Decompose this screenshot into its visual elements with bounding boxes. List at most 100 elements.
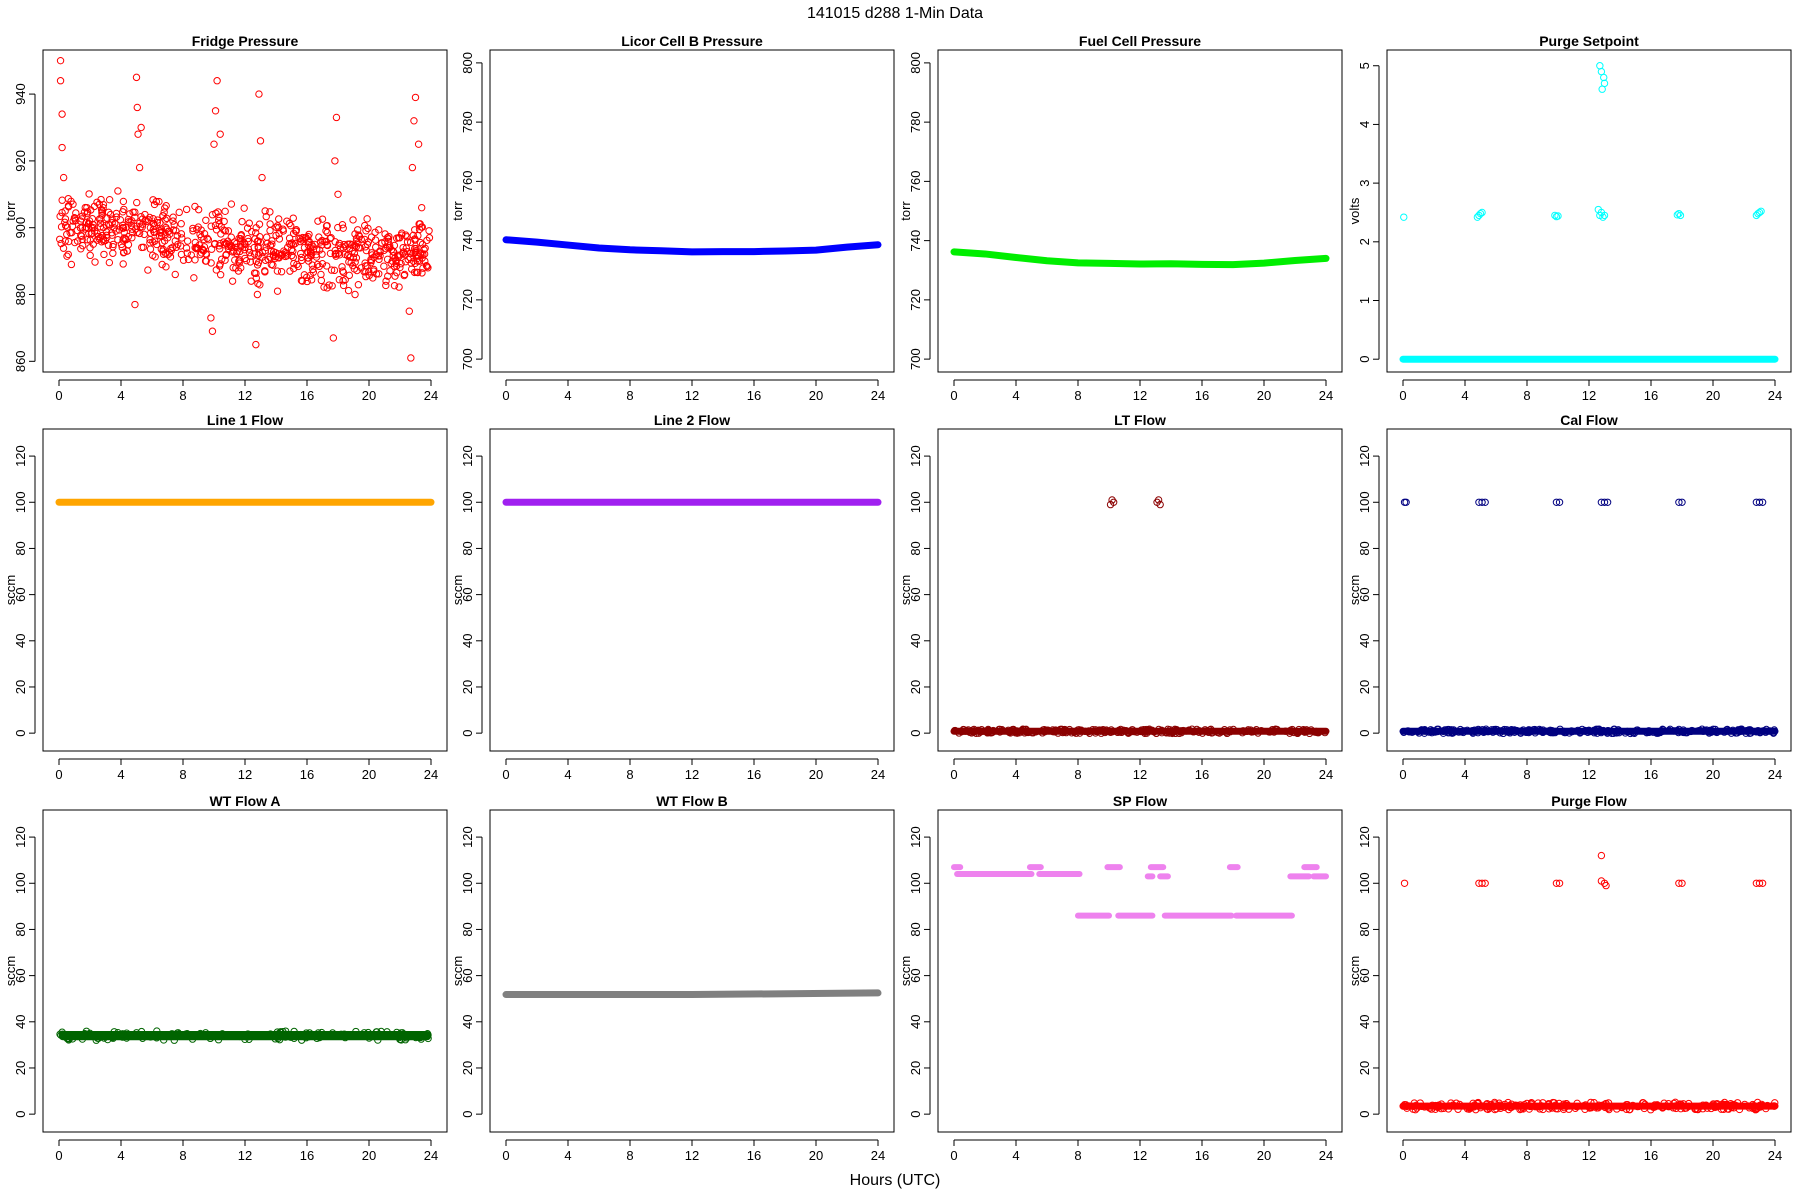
data-point bbox=[297, 1030, 305, 1039]
x-tick-label: 16 bbox=[1195, 1148, 1209, 1163]
x-tick-label: 12 bbox=[1582, 388, 1596, 403]
data-point bbox=[1653, 1101, 1661, 1109]
data-point bbox=[59, 173, 68, 182]
data-point bbox=[317, 1028, 326, 1037]
data-point bbox=[1552, 498, 1561, 506]
y-tick-label: 60 bbox=[13, 968, 28, 982]
data-point bbox=[191, 238, 200, 247]
data-point bbox=[56, 77, 65, 85]
data-point bbox=[1564, 1101, 1572, 1110]
data-point bbox=[287, 240, 295, 249]
data-point bbox=[1556, 725, 1564, 733]
data-point bbox=[59, 1030, 67, 1038]
data-point bbox=[108, 229, 116, 237]
data-point bbox=[237, 231, 246, 239]
data-point bbox=[159, 245, 167, 254]
x-tick-label: 16 bbox=[747, 767, 761, 782]
x-tick-label: 8 bbox=[179, 767, 186, 782]
plot-frame bbox=[937, 49, 1343, 373]
data-point bbox=[196, 1029, 205, 1038]
data-point bbox=[118, 243, 126, 252]
data-point bbox=[179, 256, 188, 264]
data-point bbox=[109, 249, 117, 257]
x-tick-label: 8 bbox=[626, 767, 633, 782]
y-tick-label: 20 bbox=[908, 680, 923, 694]
data-point bbox=[114, 1029, 122, 1037]
data-point bbox=[373, 1028, 381, 1036]
data-point bbox=[118, 1033, 127, 1041]
data-point bbox=[374, 1036, 382, 1044]
data-point bbox=[1555, 498, 1564, 506]
x-tick-label: 24 bbox=[871, 388, 885, 403]
data-point bbox=[362, 272, 370, 281]
panel-title: Purge Flow bbox=[1551, 793, 1627, 809]
data-point bbox=[116, 216, 125, 224]
data-point bbox=[1613, 727, 1621, 735]
data-point bbox=[153, 218, 162, 227]
y-tick-label: 4 bbox=[1357, 121, 1372, 128]
data-point bbox=[146, 1033, 155, 1041]
y-tick-label: 0 bbox=[460, 1111, 475, 1118]
data-point bbox=[216, 130, 224, 138]
data-point bbox=[262, 233, 271, 241]
data-point bbox=[1492, 1105, 1501, 1113]
data-point bbox=[151, 253, 159, 261]
data-point bbox=[1742, 726, 1751, 735]
x-tick-label: 16 bbox=[1644, 388, 1658, 403]
data-point bbox=[1687, 727, 1695, 736]
data-point bbox=[182, 205, 191, 214]
y-tick-label: 3 bbox=[1357, 180, 1372, 187]
data-point bbox=[266, 220, 274, 228]
data-point bbox=[1629, 1101, 1637, 1110]
data-point bbox=[308, 261, 316, 269]
data-point bbox=[160, 237, 169, 245]
data-point bbox=[1584, 726, 1593, 735]
y-tick-label: 100 bbox=[13, 491, 28, 513]
y-tick-label: 760 bbox=[908, 171, 923, 193]
data-point bbox=[221, 207, 229, 216]
data-point bbox=[285, 219, 293, 228]
data-point bbox=[80, 208, 89, 216]
data-point bbox=[372, 243, 380, 251]
data-point bbox=[245, 219, 253, 227]
data-point bbox=[1428, 727, 1437, 735]
data-point bbox=[382, 277, 390, 285]
data-point bbox=[57, 1031, 65, 1040]
x-tick-label: 24 bbox=[1768, 1148, 1782, 1163]
data-point bbox=[252, 340, 260, 349]
data-point bbox=[1400, 879, 1409, 887]
data-point bbox=[124, 215, 133, 224]
data-point bbox=[360, 1029, 368, 1037]
data-point bbox=[1621, 729, 1630, 737]
x-tick-label: 8 bbox=[1074, 767, 1081, 782]
data-point bbox=[315, 233, 323, 241]
x-tick-label: 0 bbox=[950, 388, 957, 403]
data-point bbox=[1313, 728, 1322, 737]
data-point bbox=[151, 237, 159, 245]
data-point bbox=[143, 217, 151, 226]
x-tick-label: 24 bbox=[871, 767, 885, 782]
data-point bbox=[99, 203, 107, 212]
data-point bbox=[1608, 729, 1616, 737]
data-point bbox=[1510, 726, 1519, 735]
y-tick-label: 80 bbox=[460, 541, 475, 555]
x-tick-label: 16 bbox=[1644, 1148, 1658, 1163]
x-tick-label: 20 bbox=[1706, 1148, 1720, 1163]
data-point bbox=[395, 283, 403, 291]
data-point bbox=[82, 223, 91, 231]
data-point bbox=[1417, 1102, 1426, 1111]
data-point bbox=[351, 290, 359, 299]
y-tick-label: 20 bbox=[460, 1061, 475, 1075]
x-tick-label: 0 bbox=[950, 1148, 957, 1163]
data-point bbox=[332, 113, 341, 122]
y-tick-label: 100 bbox=[13, 872, 28, 894]
data-point bbox=[340, 1030, 348, 1038]
data-point bbox=[980, 727, 988, 735]
data-point bbox=[1459, 727, 1467, 735]
data-point bbox=[91, 258, 99, 266]
data-point bbox=[328, 1029, 337, 1037]
y-tick-label: 120 bbox=[13, 826, 28, 848]
data-point bbox=[218, 1031, 226, 1040]
data-point bbox=[72, 209, 80, 217]
data-point bbox=[119, 224, 128, 232]
